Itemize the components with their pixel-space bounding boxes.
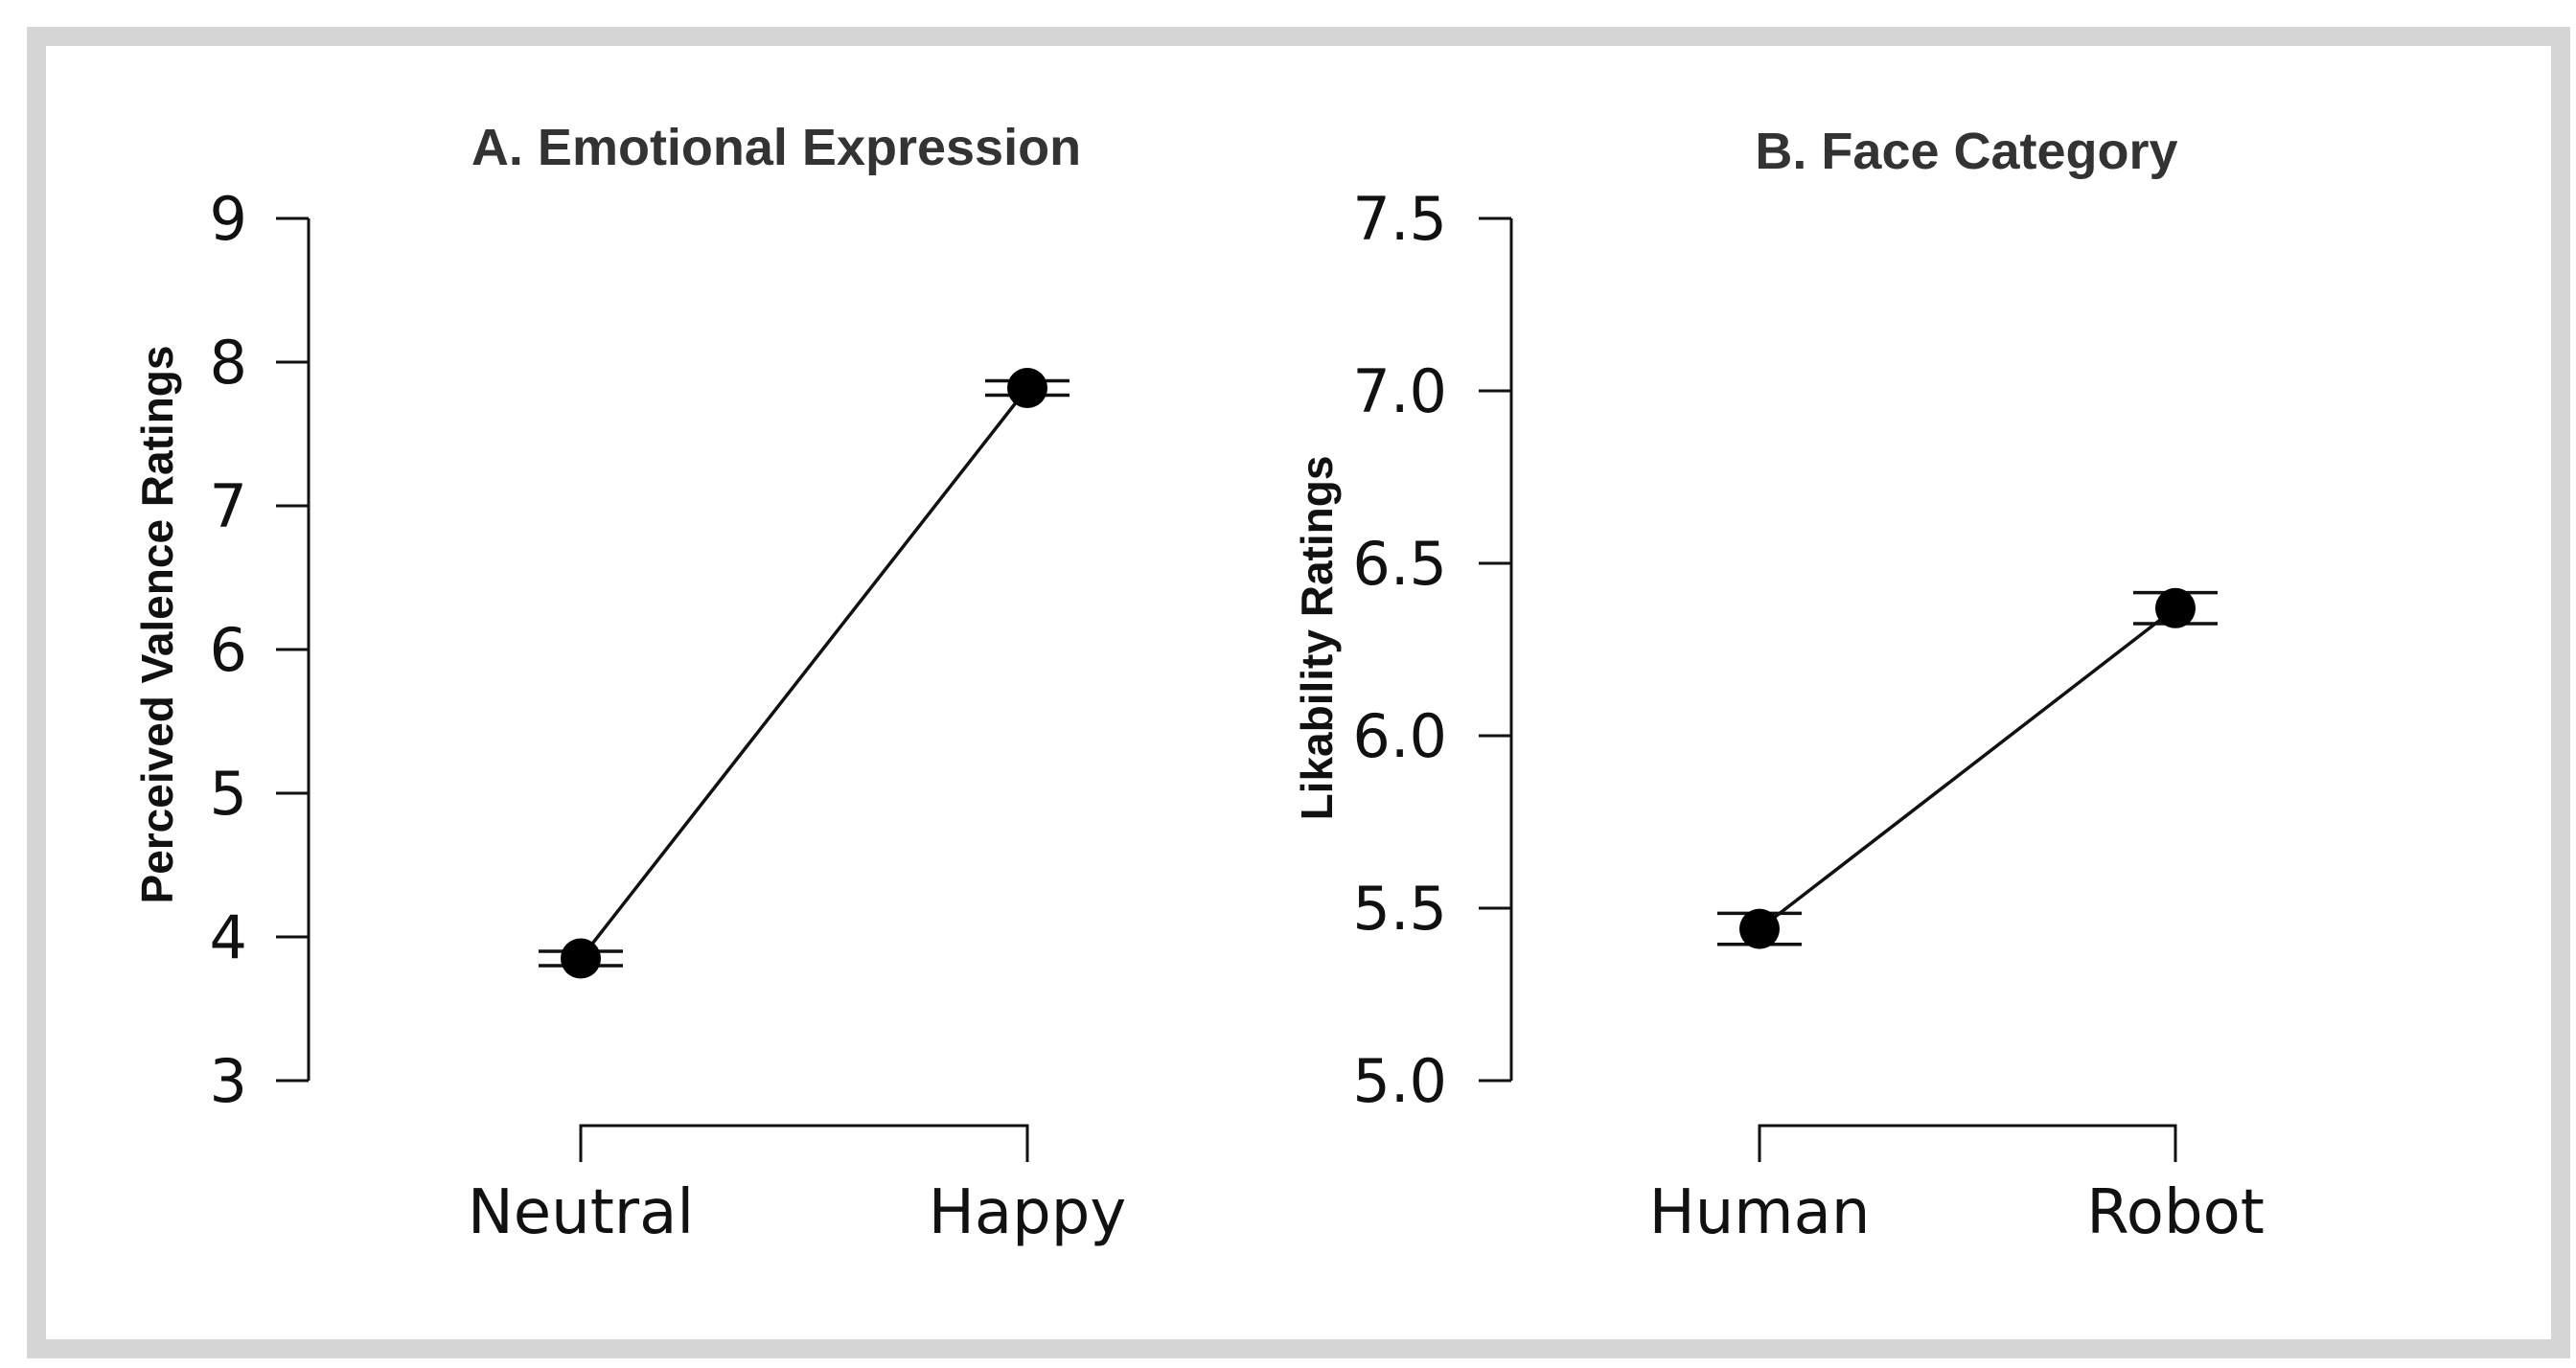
x-tick-label: Neutral: [468, 1177, 694, 1248]
series-line: [1758, 606, 2177, 930]
y-tick-label: 4: [210, 902, 247, 972]
y-tick-label: 7.5: [1352, 184, 1447, 254]
figure-frame: [27, 27, 2570, 1358]
chart-title: B. Face Category: [1755, 123, 2177, 180]
y-axis-label: Perceived Valence Ratings: [132, 346, 182, 904]
y-tick-label: 5: [210, 759, 247, 829]
y-axis-label: Likability Ratings: [1292, 456, 1342, 821]
y-tick-label: 3: [210, 1046, 247, 1116]
x-axis-bracket: [579, 1124, 1029, 1162]
x-tick-label: Happy: [929, 1177, 1126, 1248]
y-tick-label: 6.5: [1352, 529, 1447, 599]
data-point: [2155, 587, 2196, 628]
x-tick-label: Human: [1649, 1177, 1871, 1248]
x-tick-label: Robot: [2086, 1177, 2265, 1248]
data-point: [561, 938, 601, 979]
data-point: [1007, 368, 1047, 408]
data-point: [1739, 908, 1780, 949]
chart-emotional-expression: A. Emotional Expression Perceived Valence…: [132, 119, 1126, 1248]
chart-title: A. Emotional Expression: [472, 119, 1081, 176]
y-tick-label: 7: [210, 471, 247, 541]
y-tick-label: 7.0: [1352, 356, 1447, 426]
series-line: [579, 386, 1029, 960]
y-tick-label: 6: [210, 615, 247, 685]
y-tick-label: 8: [210, 328, 247, 398]
y-tick-label: 6.0: [1352, 701, 1447, 771]
y-tick-label: 5.5: [1352, 874, 1447, 944]
chart-face-category: B. Face Category Likability Ratings 5.0 5.5…: [1292, 123, 2265, 1248]
x-axis-bracket: [1758, 1124, 2177, 1162]
y-tick-label: 9: [210, 184, 247, 254]
y-tick-label: 5.0: [1352, 1046, 1447, 1116]
